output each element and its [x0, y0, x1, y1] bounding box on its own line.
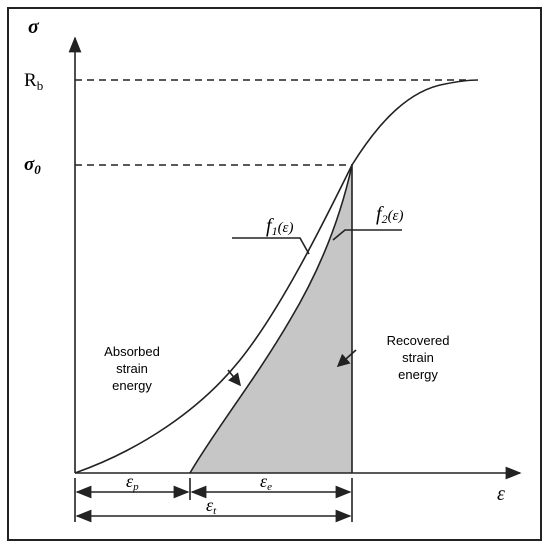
absorbed-line: strain	[116, 361, 148, 376]
f1-leader	[232, 237, 310, 255]
f1-sub: 1	[272, 224, 278, 238]
total-sub: t	[213, 505, 217, 517]
rb-label: Rb	[24, 70, 43, 93]
absorbed-line: Absorbed	[104, 344, 160, 359]
f2-sub: 2	[382, 212, 388, 226]
elastic-label: εe	[260, 471, 272, 493]
recovered-line: strain	[402, 350, 434, 365]
f2-leader	[332, 229, 402, 241]
frame	[7, 7, 542, 541]
plastic-base: ε	[126, 471, 134, 491]
f2-arg: (ε)	[388, 208, 404, 224]
f2-label: f2(ε)	[376, 203, 403, 226]
x-label: ε	[497, 483, 505, 505]
total-base: ε	[206, 495, 214, 515]
dimension-ticks	[74, 478, 353, 522]
total-label: εt	[206, 495, 217, 517]
recovered-line: energy	[398, 367, 438, 382]
recovered-line: Recovered	[387, 333, 450, 348]
recovered-text: Recovered strain energy	[387, 333, 450, 382]
f1-arg: (ε)	[278, 220, 294, 236]
f2-base: f	[376, 203, 384, 225]
f1-base: f	[266, 215, 274, 237]
rb-base: R	[24, 70, 37, 91]
absorbed-arrow	[227, 369, 241, 387]
f1-label: f1(ε)	[266, 215, 293, 238]
absorbed-text: Absorbed strain energy	[104, 344, 160, 393]
sigma0-base: σ	[24, 154, 35, 175]
plastic-label: εp	[126, 471, 139, 493]
recovered-area	[190, 165, 352, 473]
plastic-sub: p	[132, 481, 139, 493]
absorbed-line: energy	[112, 378, 152, 393]
rb-sub: b	[37, 78, 44, 93]
sigma0-sub: 0	[34, 162, 41, 177]
sigma0-label: σ0	[24, 154, 41, 177]
elastic-base: ε	[260, 471, 268, 491]
elastic-sub: e	[267, 481, 272, 493]
unloading-curve	[189, 164, 353, 474]
loading-curve	[74, 79, 479, 474]
y-label: σ	[28, 16, 40, 38]
recovered-arrow	[336, 349, 357, 368]
